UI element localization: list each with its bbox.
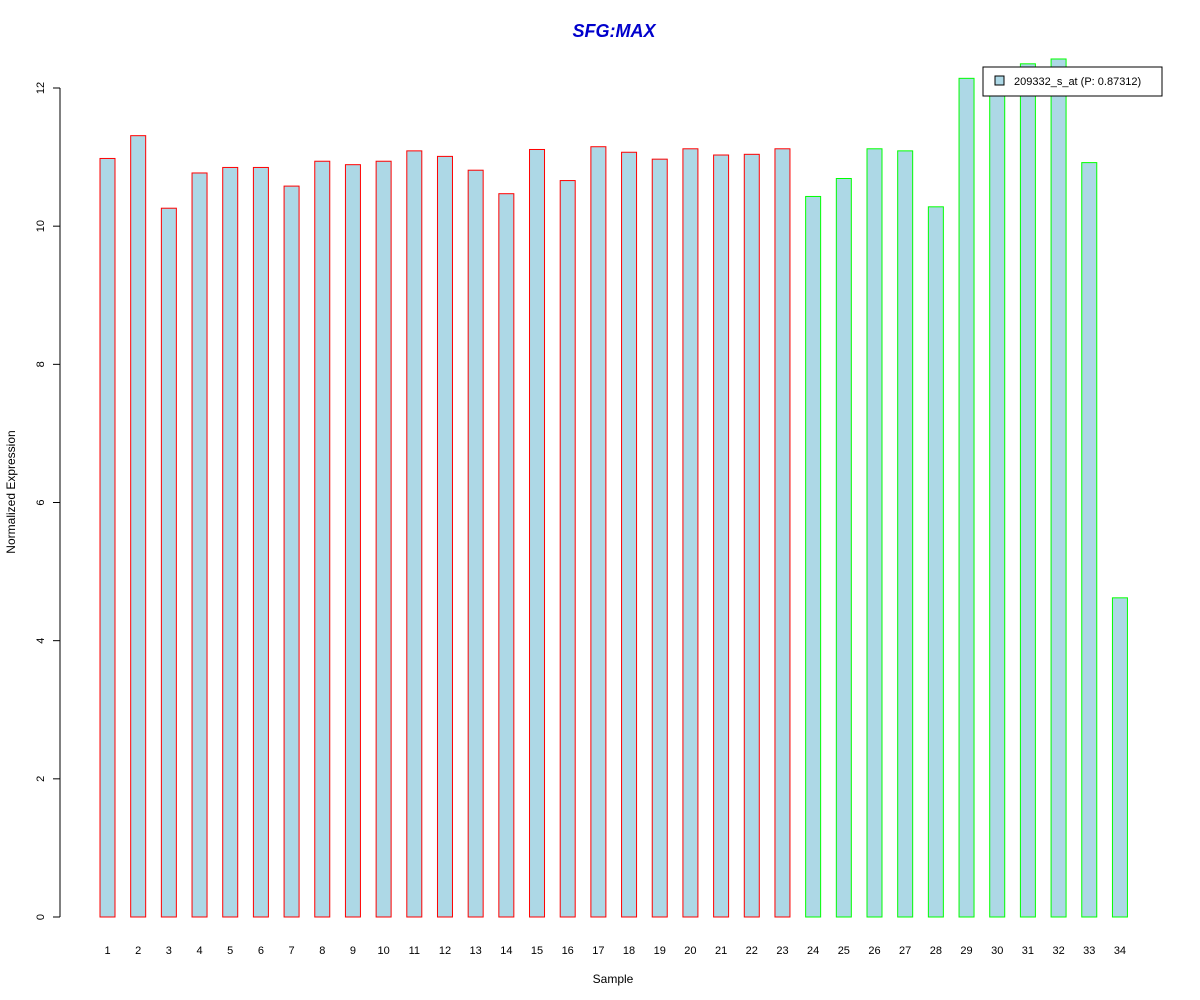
bar-sample-27 [897, 150, 914, 918]
bar-sample-16 [559, 180, 576, 918]
bar-sample-11 [406, 150, 423, 918]
x-tick-label: 26 [868, 945, 880, 957]
x-tick-label: 17 [592, 945, 604, 957]
y-tick-label: 4 [35, 638, 47, 644]
x-tick-label: 34 [1114, 945, 1126, 957]
x-tick-label: 29 [960, 945, 972, 957]
bar-sample-17 [590, 146, 607, 918]
x-tick-label: 31 [1022, 945, 1034, 957]
x-tick-label: 10 [377, 945, 389, 957]
x-tick-label: 32 [1052, 945, 1064, 957]
legend-swatch [994, 75, 1005, 86]
x-tick-label: 25 [838, 945, 850, 957]
bar-sample-22 [743, 153, 760, 918]
bar-sample-13 [467, 169, 484, 918]
bar-sample-14 [498, 193, 515, 918]
x-tick-label: 30 [991, 945, 1003, 957]
bar-sample-12 [436, 155, 453, 918]
x-axis-label: Sample [593, 972, 634, 986]
x-tick-label: 8 [319, 945, 325, 957]
bar-sample-9 [344, 164, 361, 918]
bar-sample-2 [130, 135, 147, 918]
x-tick-label: 21 [715, 945, 727, 957]
bar-sample-24 [805, 195, 822, 918]
bar-sample-33 [1081, 162, 1098, 918]
x-tick-label: 18 [623, 945, 635, 957]
bar-sample-20 [682, 148, 699, 918]
bars-group [99, 58, 1128, 918]
bar-sample-8 [314, 160, 331, 918]
x-tick-label: 22 [746, 945, 758, 957]
x-tick-label: 4 [196, 945, 202, 957]
bar-sample-6 [252, 166, 269, 918]
x-tick-label: 33 [1083, 945, 1095, 957]
x-tick-label: 24 [807, 945, 819, 957]
bar-sample-28 [927, 206, 944, 918]
legend: 209332_s_at (P: 0.87312) [982, 66, 1163, 97]
bar-sample-19 [651, 158, 668, 918]
x-tick-label: 2 [135, 945, 141, 957]
bar-sample-32 [1050, 58, 1067, 918]
bar-sample-26 [866, 148, 883, 918]
x-tick-label: 15 [531, 945, 543, 957]
x-tick-label: 23 [776, 945, 788, 957]
x-tick-label: 9 [350, 945, 356, 957]
x-tick-label: 5 [227, 945, 233, 957]
x-tick-label: 20 [684, 945, 696, 957]
bar-sample-21 [713, 154, 730, 918]
legend-label: 209332_s_at (P: 0.87312) [1014, 76, 1141, 88]
bar-sample-23 [774, 148, 791, 918]
y-axis-label: Normalized Expression [4, 430, 18, 553]
y-tick-label: 0 [35, 914, 47, 920]
x-tick-label: 3 [166, 945, 172, 957]
bar-sample-4 [191, 172, 208, 918]
chart-title: SFG:MAX [573, 21, 657, 41]
x-tick-label: 6 [258, 945, 264, 957]
y-tick-label: 10 [35, 220, 47, 232]
x-tick-labels: 1 2 3 4 5 6 7 8 9 10 11 12 13 14 15 16 17 18 19 20 21 22 23 24 2… [104, 945, 1126, 957]
legend-box [982, 66, 1163, 97]
x-tick-label: 27 [899, 945, 911, 957]
x-tick-label: 11 [409, 945, 420, 957]
bar-sample-30 [989, 87, 1006, 918]
x-tick-label: 1 [104, 945, 110, 957]
bar-sample-34 [1111, 597, 1128, 918]
bar-sample-10 [375, 160, 392, 918]
bar-sample-7 [283, 185, 300, 918]
y-tick-label: 12 [35, 82, 47, 94]
bar-sample-3 [160, 207, 177, 918]
bar-sample-15 [529, 148, 546, 918]
y-tick-label: 2 [35, 776, 47, 782]
x-tick-label: 14 [500, 945, 512, 957]
bar-sample-18 [621, 151, 638, 918]
bar-sample-5 [222, 166, 239, 918]
x-tick-label: 28 [930, 945, 942, 957]
bar-sample-29 [958, 77, 975, 918]
y-axis: 0 2 4 6 8 10 12 [35, 82, 61, 920]
bar-sample-31 [1019, 63, 1036, 918]
x-tick-label: 12 [439, 945, 451, 957]
y-tick-label: 8 [35, 361, 47, 367]
x-tick-label: 7 [289, 945, 295, 957]
x-tick-label: 13 [470, 945, 482, 957]
x-tick-label: 19 [654, 945, 666, 957]
x-tick-label: 16 [562, 945, 574, 957]
bar-sample-25 [835, 178, 852, 918]
bar-sample-1 [99, 157, 116, 918]
y-tick-label: 6 [35, 499, 47, 505]
